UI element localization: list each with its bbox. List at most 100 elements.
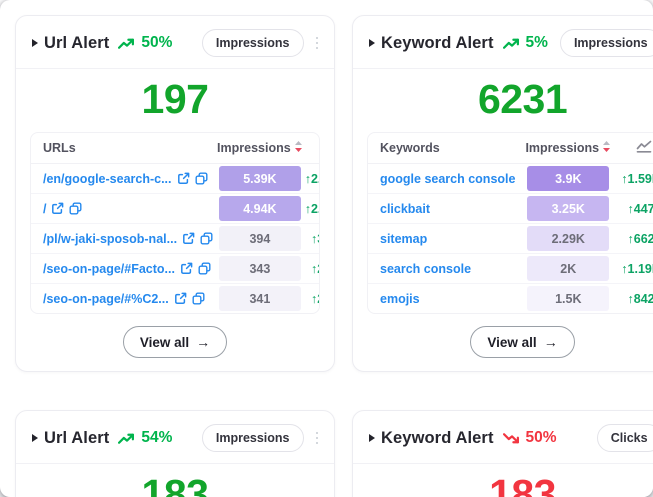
row-value: 4.94K — [219, 196, 301, 221]
trend-percent: 5% — [525, 34, 548, 51]
copy-icon[interactable] — [198, 262, 211, 275]
view-all-button[interactable]: View all → — [122, 326, 228, 358]
metric-toggle-button[interactable]: Impressions — [201, 424, 304, 452]
alert-total: 197 — [141, 76, 209, 122]
chart-icon[interactable] — [611, 133, 653, 164]
metric-toggle-button[interactable]: Impressions — [201, 29, 304, 57]
row-value: 394 — [219, 226, 301, 251]
row-label: emojis — [380, 291, 420, 306]
row-label: /seo-on-page/#Facto... — [43, 261, 175, 276]
table-row: emojis 1.5K ↑842 — [368, 284, 653, 314]
caret-right-icon[interactable] — [32, 434, 38, 442]
kebab-menu-icon[interactable] — [310, 429, 321, 448]
trend-up-icon — [118, 432, 135, 445]
trend-up-icon — [502, 37, 520, 50]
row-value: 5.39K — [219, 166, 301, 191]
row-link[interactable]: /en/google-search-c... — [43, 172, 208, 186]
copy-icon[interactable] — [192, 292, 205, 305]
copy-icon[interactable] — [69, 202, 82, 215]
caret-right-icon[interactable] — [369, 434, 375, 442]
card-header: Keyword Alert 5% Impressions — [353, 16, 653, 69]
alert-total: 183 — [489, 471, 556, 497]
kebab-menu-icon[interactable] — [310, 34, 321, 53]
row-link[interactable]: /pl/w-jaki-sposob-nal... — [43, 232, 213, 246]
metric-toggle-button[interactable]: Impressions — [559, 29, 653, 57]
row-link[interactable]: google search console — [380, 172, 515, 186]
view-all-button[interactable]: View all → — [470, 326, 575, 358]
row-label: /en/google-search-c... — [43, 171, 172, 186]
table-row: /seo-on-page/#Facto... 343 ↑297 — [31, 253, 319, 284]
card-header: Keyword Alert 50% Clicks — [353, 411, 653, 464]
trend-percent: 50% — [525, 429, 557, 446]
sort-icon[interactable] — [294, 140, 303, 156]
row-link[interactable]: search console — [380, 262, 471, 276]
value-column-header: Impressions — [217, 133, 303, 164]
external-link-icon[interactable] — [51, 202, 64, 215]
chart-icon[interactable] — [302, 133, 319, 164]
row-link[interactable]: /seo-on-page/#Facto... — [43, 262, 211, 276]
row-label: /pl/w-jaki-sposob-nal... — [43, 231, 178, 246]
card-title: Url Alert — [44, 33, 110, 52]
trend-percent: 54% — [141, 429, 173, 446]
row-change: ↑299 — [310, 291, 319, 306]
row-change: ↑2.69K — [302, 163, 319, 194]
row-change: ↑1.19K — [611, 253, 653, 284]
external-link-icon[interactable] — [182, 232, 195, 245]
row-link[interactable]: / — [43, 202, 82, 216]
table-row: google search console 3.9K ↑1.59K — [368, 163, 653, 194]
table-row: /en/google-search-c... 5.39K ↑2.69K — [31, 163, 319, 194]
view-all-label: View all — [487, 334, 537, 350]
caret-right-icon[interactable] — [369, 39, 375, 47]
metric-toggle-button[interactable]: Clicks — [596, 424, 653, 452]
external-link-icon[interactable] — [177, 172, 190, 185]
card-title: Keyword Alert — [381, 33, 494, 52]
alert-table: Keywords Impressions google search conso… — [367, 132, 653, 314]
row-label: / — [43, 201, 47, 216]
row-change: ↑447 — [611, 193, 653, 224]
arrow-right-icon: → — [196, 334, 211, 350]
trend-percent: 50% — [141, 34, 173, 51]
table-row: search console 2K ↑1.19K — [368, 253, 653, 284]
card-header: Url Alert 54% Impressions — [16, 411, 334, 464]
view-all-wrap: View all → — [16, 314, 334, 371]
alert-card: Url Alert 54% Impressions 183 URLs Impre… — [15, 410, 335, 497]
label-column-header: Keywords — [368, 133, 526, 164]
row-label: search console — [380, 261, 472, 276]
row-link[interactable]: /seo-on-page/#%C2... — [43, 292, 205, 306]
row-change: ↑662 — [611, 223, 653, 254]
row-value: 3.25K — [527, 196, 610, 221]
row-label: /seo-on-page/#%C2... — [43, 291, 169, 306]
row-change: ↑1.59K — [611, 163, 653, 194]
table-row: clickbait 3.25K ↑447 — [368, 193, 653, 224]
table-row: /seo-on-page/#%C2... 341 ↑299 — [31, 284, 319, 314]
sort-icon[interactable] — [602, 140, 611, 156]
label-column-header: URLs — [31, 133, 218, 164]
row-link[interactable]: emojis — [380, 292, 420, 306]
row-value: 1.5K — [527, 286, 610, 311]
table-row: sitemap 2.29K ↑662 — [368, 223, 653, 254]
row-value: 343 — [219, 256, 301, 281]
alert-card: Keyword Alert 50% Clicks 183 Keywords Cl… — [352, 410, 653, 497]
table-row: /pl/w-jaki-sposob-nal... 394 ↑341 — [31, 223, 319, 254]
external-link-icon[interactable] — [180, 262, 193, 275]
card-title: Keyword Alert — [381, 428, 494, 447]
card-title: Url Alert — [44, 428, 110, 447]
table-row: / 4.94K ↑2.61K — [31, 193, 319, 224]
external-link-icon[interactable] — [174, 292, 187, 305]
row-link[interactable]: clickbait — [380, 202, 430, 216]
row-value: 3.9K — [527, 166, 610, 191]
trend-down-icon — [502, 432, 520, 445]
row-value: 2K — [527, 256, 610, 281]
caret-right-icon[interactable] — [32, 39, 38, 47]
row-link[interactable]: sitemap — [380, 232, 427, 246]
alert-total: 6231 — [477, 76, 568, 122]
row-label: sitemap — [380, 231, 428, 246]
row-value: 341 — [219, 286, 301, 311]
row-change: ↑842 — [627, 291, 653, 306]
copy-icon[interactable] — [195, 172, 208, 185]
row-change: ↑2.61K — [302, 193, 319, 224]
row-change: ↑341 — [302, 223, 319, 254]
alert-table: URLs Impressions /en/google-search-c... … — [30, 132, 320, 314]
copy-icon[interactable] — [200, 232, 213, 245]
